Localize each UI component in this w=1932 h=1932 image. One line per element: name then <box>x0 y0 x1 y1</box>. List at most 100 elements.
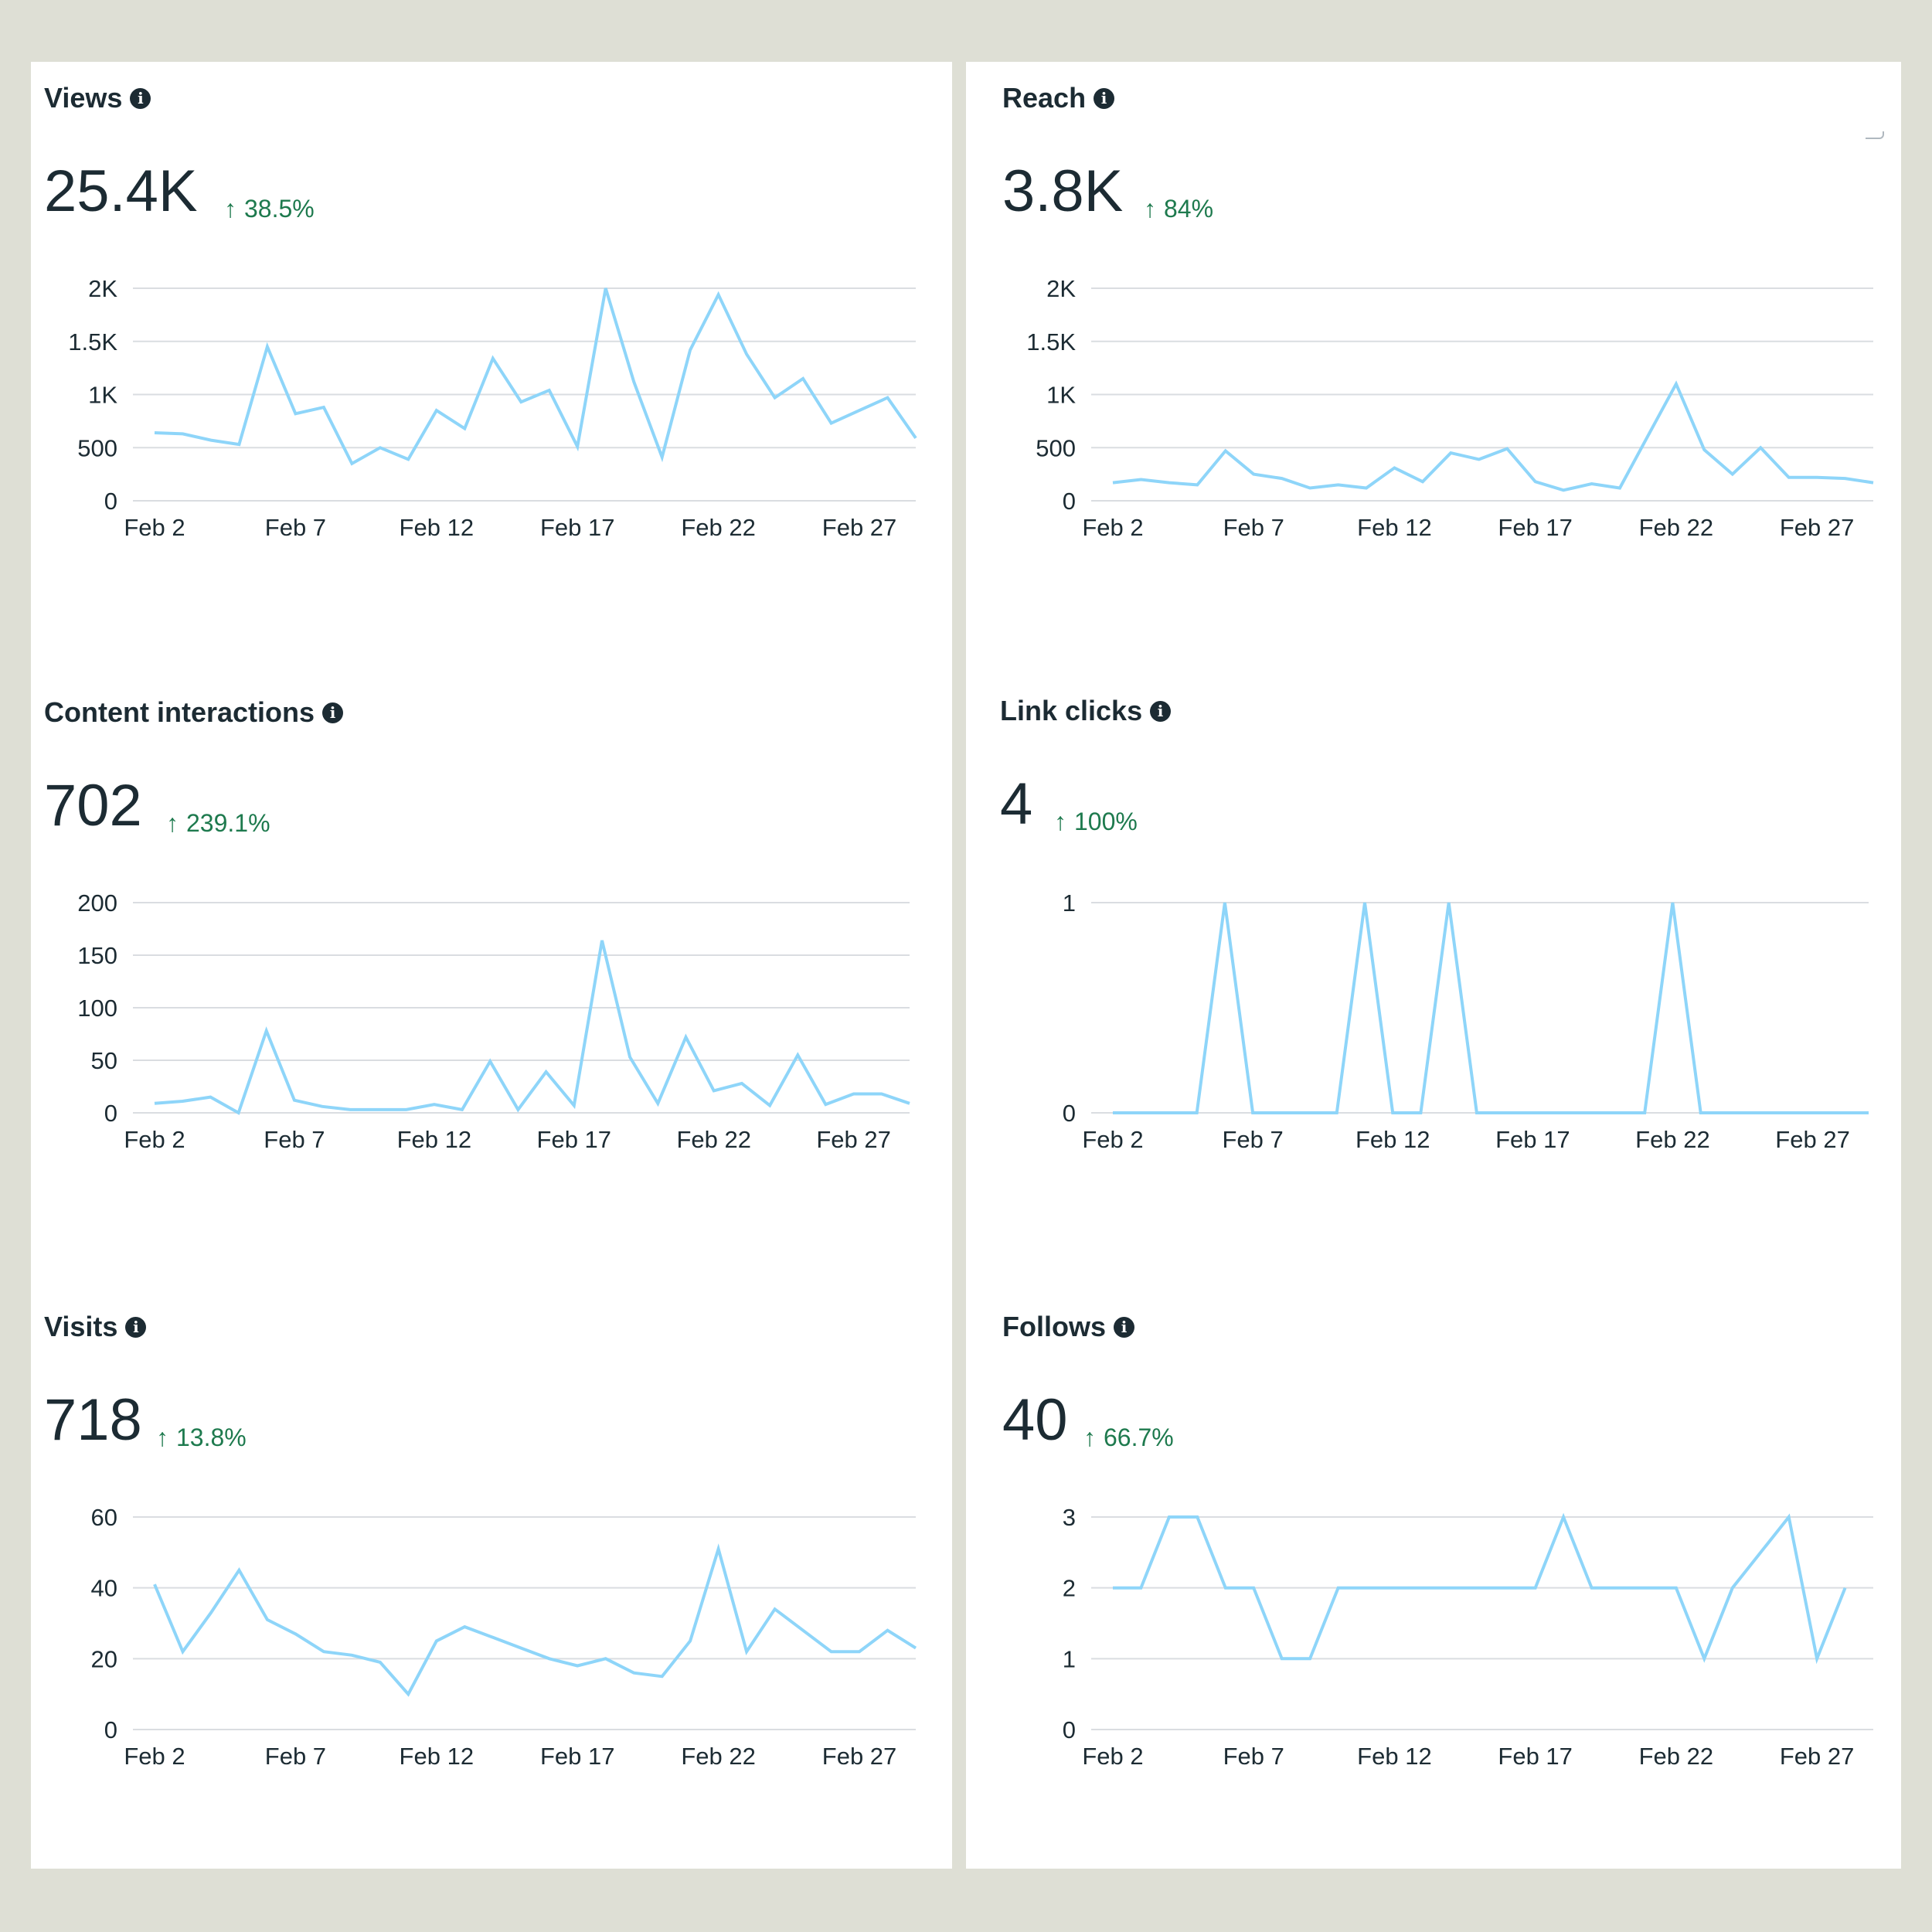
change-percent: 100% <box>1074 808 1138 835</box>
info-icon[interactable]: i <box>130 87 151 109</box>
x-tick-label: Feb 2 <box>124 1743 185 1770</box>
metric-value: 718 <box>44 1387 142 1453</box>
metric-change: ↑ 66.7% <box>1083 1423 1174 1452</box>
arrow-up-icon: ↑ <box>166 809 179 837</box>
y-tick-label: 60 <box>91 1504 117 1531</box>
change-percent: 66.7% <box>1104 1423 1174 1451</box>
y-tick-label: 0 <box>1063 1716 1076 1743</box>
arrow-up-icon: ↑ <box>156 1423 168 1451</box>
x-tick-label: Feb 2 <box>1082 514 1143 541</box>
x-tick-label: Feb 17 <box>1498 514 1573 541</box>
arrow-up-icon: ↑ <box>224 195 236 223</box>
x-tick-label: Feb 22 <box>681 1743 756 1770</box>
series-line <box>154 287 917 466</box>
y-tick-label: 3 <box>1063 1504 1076 1531</box>
change-percent: 84% <box>1164 195 1214 223</box>
metric-change: ↑ 239.1% <box>166 809 270 838</box>
card-title: Reach i <box>1002 82 1115 114</box>
x-tick-label: Feb 22 <box>1639 514 1714 541</box>
y-tick-label: 1 <box>1063 1645 1076 1672</box>
x-tick-label: Feb 17 <box>540 514 615 541</box>
metric-value: 3.8K <box>1002 158 1124 224</box>
link-clicks-card: Link clicks i 4 ↑ 100% <box>987 675 1899 1277</box>
x-tick-label: Feb 12 <box>400 1743 474 1770</box>
info-icon[interactable]: i <box>322 702 344 723</box>
metric-value: 4 <box>1000 771 1033 837</box>
x-tick-label: Feb 17 <box>1498 1743 1573 1770</box>
card-title: Content interactions i <box>44 696 344 729</box>
info-icon[interactable]: i <box>1150 700 1172 722</box>
x-tick-label: Feb 27 <box>822 514 897 541</box>
change-percent: 239.1% <box>186 809 270 837</box>
change-percent: 13.8% <box>176 1423 247 1451</box>
x-tick-label: Feb 22 <box>681 514 756 541</box>
card-title-text: Views <box>44 82 123 114</box>
card-title-text: Link clicks <box>1000 695 1143 726</box>
x-tick-label: Feb 27 <box>1780 514 1855 541</box>
series-line <box>153 1543 917 1697</box>
x-tick-label: Feb 12 <box>400 514 474 541</box>
right-panel <box>966 62 1901 1869</box>
card-title: Link clicks i <box>1000 695 1172 727</box>
metric-change: ↑ 100% <box>1054 808 1138 836</box>
arrow-up-icon: ↑ <box>1083 1423 1096 1451</box>
follows-card: Follows i 40 ↑ 66.7% <box>989 1291 1901 1893</box>
x-tick-label: Feb 7 <box>265 1743 326 1770</box>
y-tick-label: 1K <box>88 382 117 409</box>
y-tick-label: 0 <box>104 1100 117 1127</box>
metric-value: 702 <box>44 773 142 838</box>
info-icon[interactable]: i <box>1114 1316 1134 1338</box>
y-tick-label: 1 <box>1063 889 1076 917</box>
metric-change: ↑ 84% <box>1144 195 1213 223</box>
x-tick-label: Feb 22 <box>1635 1126 1710 1153</box>
y-tick-label: 150 <box>77 942 117 969</box>
x-tick-label: Feb 2 <box>1082 1126 1143 1153</box>
x-tick-label: Feb 2 <box>124 514 185 541</box>
y-tick-label: 2K <box>88 275 117 302</box>
x-tick-label: Feb 27 <box>1775 1126 1850 1153</box>
metric-change: ↑ 38.5% <box>224 195 315 223</box>
y-tick-label: 1K <box>1046 382 1076 409</box>
change-percent: 38.5% <box>244 195 315 223</box>
card-title-text: Content interactions <box>44 696 315 728</box>
x-tick-label: Feb 2 <box>1082 1743 1143 1770</box>
y-tick-label: 0 <box>1063 1100 1076 1127</box>
y-tick-label: 0 <box>104 1716 117 1743</box>
x-tick-label: Feb 12 <box>397 1126 472 1153</box>
info-icon[interactable]: i <box>125 1316 147 1338</box>
y-tick-label: 500 <box>77 434 117 461</box>
expand-corner-icon[interactable] <box>1866 131 1884 139</box>
x-tick-label: Feb 7 <box>1223 1743 1284 1770</box>
x-tick-label: Feb 27 <box>822 1743 897 1770</box>
x-tick-label: Feb 22 <box>1639 1743 1714 1770</box>
series-line <box>1113 902 1869 1114</box>
visits-card: Visits i 718 ↑ 13.8% <box>31 1291 952 1893</box>
card-title-text: Visits <box>44 1311 118 1342</box>
metric-value: 25.4K <box>44 158 198 224</box>
card-title: Views i <box>44 82 151 114</box>
x-tick-label: Feb 7 <box>265 514 326 541</box>
y-tick-label: 20 <box>91 1645 117 1672</box>
y-tick-label: 1.5K <box>68 328 117 355</box>
arrow-up-icon: ↑ <box>1054 808 1066 835</box>
arrow-up-icon: ↑ <box>1144 195 1156 223</box>
card-title: Follows i <box>1002 1311 1134 1343</box>
x-tick-label: Feb 7 <box>1223 514 1284 541</box>
x-tick-label: Feb 17 <box>537 1126 612 1153</box>
info-icon[interactable]: i <box>1094 87 1115 109</box>
metric-change: ↑ 13.8% <box>156 1423 247 1452</box>
views-card: Views i 25.4K ↑ 38.5% <box>31 62 952 665</box>
x-tick-label: Feb 12 <box>1357 514 1432 541</box>
y-tick-label: 100 <box>77 995 117 1022</box>
y-tick-label: 2 <box>1063 1575 1076 1602</box>
reach-card: Reach i 3.8K ↑ 84% <box>989 62 1901 665</box>
x-tick-label: Feb 2 <box>124 1126 185 1153</box>
series-line <box>1112 380 1874 492</box>
x-tick-label: Feb 17 <box>540 1743 615 1770</box>
card-title-text: Follows <box>1002 1311 1106 1342</box>
x-tick-label: Feb 7 <box>264 1126 325 1153</box>
series-line <box>154 940 910 1115</box>
x-tick-label: Feb 12 <box>1355 1126 1430 1153</box>
card-title: Visits i <box>44 1311 147 1343</box>
